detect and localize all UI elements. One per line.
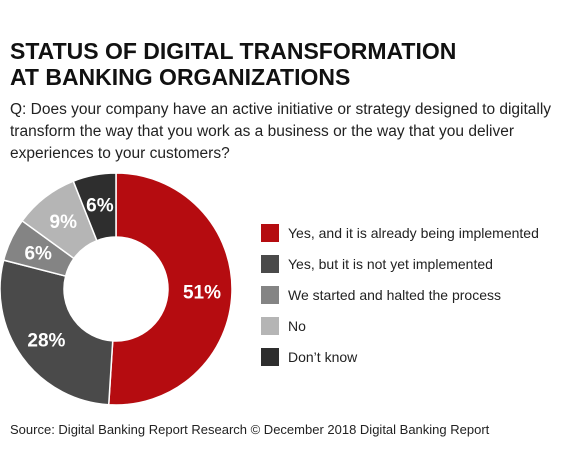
legend-label-dont-know: Don’t know xyxy=(288,348,358,365)
source-note: Source: Digital Banking Report Research … xyxy=(10,422,490,437)
legend-swatch-dont-know xyxy=(261,347,279,366)
donut-label-halted: 6% xyxy=(24,243,52,264)
survey-question: Q: Does your company have an active init… xyxy=(10,101,552,162)
donut-label-implemented: 51% xyxy=(183,283,221,304)
legend-swatch-halted xyxy=(261,285,279,304)
donut-slices xyxy=(0,172,233,406)
legend-item-implemented: Yes, and it is already being implemented xyxy=(261,217,561,248)
legend-item-no: No xyxy=(261,310,561,341)
legend-label-implemented: Yes, and it is already being implemented xyxy=(288,224,539,241)
legend-label-no: No xyxy=(288,317,306,334)
chart-legend: Yes, and it is already being implemented… xyxy=(261,217,561,372)
donut-slice-labels: 51% 28% 6% 9% 6% xyxy=(24,196,221,352)
legend-item-halted: We started and halted the process xyxy=(261,279,561,310)
legend-item-not-yet-implemented: Yes, but it is not yet implemented xyxy=(261,248,561,279)
chart-title-line-2: AT BANKING ORGANIZATIONS xyxy=(10,64,351,90)
donut-label-dont-know: 6% xyxy=(86,196,114,217)
donut-label-no: 9% xyxy=(50,212,78,233)
legend-swatch-not-yet-implemented xyxy=(261,254,279,273)
chart-title: STATUS OF DIGITAL TRANSFORMATION AT BANK… xyxy=(10,38,550,90)
legend-label-not-yet-implemented: Yes, but it is not yet implemented xyxy=(288,255,493,272)
legend-item-dont-know: Don’t know xyxy=(261,341,561,372)
donut-slice-not-yet-implemented xyxy=(0,259,114,406)
chart-title-line-1: STATUS OF DIGITAL TRANSFORMATION xyxy=(10,38,457,64)
legend-swatch-implemented xyxy=(261,223,279,242)
legend-swatch-no xyxy=(261,316,279,335)
donut-slice-implemented xyxy=(107,172,233,406)
donut-slice-dont-know xyxy=(72,172,117,242)
donut-label-not-yet-implemented: 28% xyxy=(27,331,65,352)
legend-label-halted: We started and halted the process xyxy=(288,286,501,303)
